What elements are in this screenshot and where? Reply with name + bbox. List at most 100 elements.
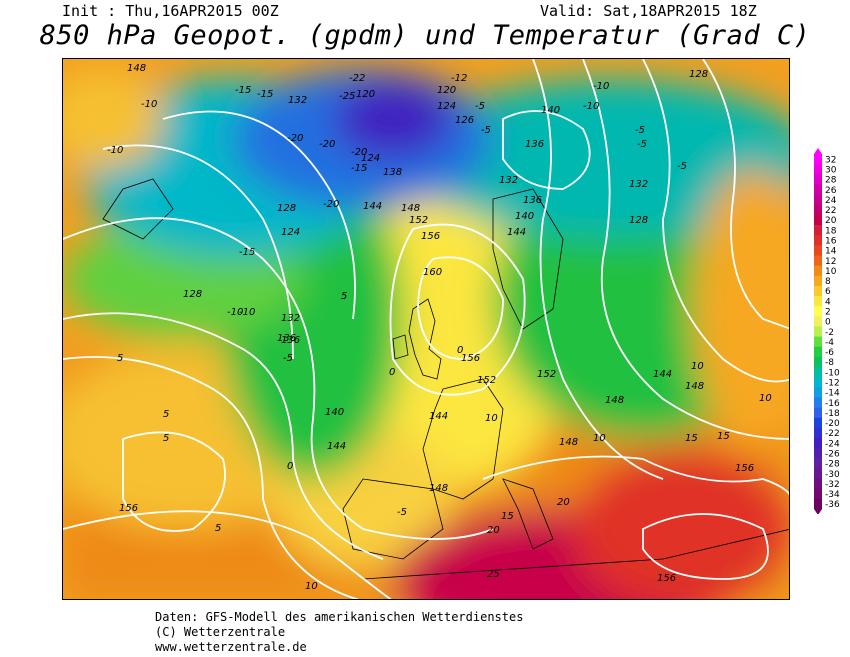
legend-value: -26 [825,450,840,460]
geopotential-label: 152 [409,215,428,226]
temperature-label: -20 [287,133,303,144]
geopotential-label: 132 [288,95,307,106]
geopotential-label: 148 [429,483,448,494]
temperature-label: 10 [593,433,606,444]
legend-value: -28 [825,460,840,470]
france-coast [422,378,504,500]
temperature-label: -5 [677,161,687,172]
temperature-label: 15 [501,511,514,522]
legend-value: 16 [825,237,837,247]
legend-value: -18 [825,409,840,419]
legend-swatch [814,265,822,277]
coastlines [102,178,789,580]
temperature-label-group: -10 -10 -15 -15 -20 -20 -25 -20 -15 -22 … [107,73,772,592]
legend-swatch [814,235,822,246]
geopotential-label: 140 [515,211,534,222]
legend-swatch [814,225,822,236]
temperature-label: -10 [107,145,123,156]
geopotential-label: 124 [281,227,300,238]
geopotential-label: 132 [281,313,300,324]
geopotential-label: 128 [183,289,202,300]
temperature-label: 10 [485,413,498,424]
contour-line [642,59,789,383]
geopotential-label: 140 [541,105,560,116]
legend-value: 22 [825,206,836,216]
geopotential-label: 152 [477,375,496,386]
weather-map: 148 132 120 120 124 126 140 136 128 132 … [62,58,790,600]
legend-swatch [814,275,822,287]
temperature-label: 15 [685,433,698,444]
temperature-label: 5 [215,523,221,534]
geopotential-label: 144 [327,441,346,452]
legend-value: -10 [825,368,840,378]
legend-value: 2 [825,308,831,318]
geopotential-label: 148 [605,395,624,406]
temperature-label: -5 [475,101,485,112]
legend-swatch [814,346,822,358]
contour-line [502,110,591,190]
legend-swatch [814,184,822,196]
contour-line [389,223,526,396]
legend-swatch [814,245,822,256]
valid-time: Valid: Sat,18APR2015 18Z [540,2,757,20]
northwest-warm [63,69,163,169]
geopotential-label: 126 [455,115,474,126]
geopotential-label: 156 [461,353,480,364]
legend-swatch [814,164,822,175]
temperature-label: 5 [117,353,123,364]
temperature-label: -10 [593,81,609,92]
geopotential-contours [63,59,789,599]
temperature-label: -25 [339,91,355,102]
temperature-label: -20 [351,147,367,158]
contour-line [532,59,664,480]
north-africa-coast [362,529,789,580]
init-time: Init : Thu,16APR2015 00Z [62,2,279,20]
legend-swatch [814,387,822,398]
legend-swatch [814,377,822,388]
temperature-label: 5 [163,433,169,444]
legend-value: -6 [825,348,834,358]
geopotential-label-group: 148 132 120 120 124 126 140 136 128 132 … [119,63,754,584]
temperature-label: 25 [487,569,500,580]
legend-value: -24 [825,439,840,449]
legend-value: -32 [825,480,840,490]
geopotential-label: 120 [356,89,375,100]
legend-swatch [814,407,822,419]
contour-line [63,510,392,599]
legend-swatch [814,498,822,510]
legend-swatch [814,306,822,317]
geopotential-label: 124 [361,153,380,164]
legend-swatch [814,397,822,409]
contour-line [417,256,504,360]
geopotential-label: 144 [507,227,526,238]
temperature-field: 148 132 120 120 124 126 140 136 128 132 … [63,59,789,599]
contour-line [63,356,360,599]
geopotential-label: 160 [423,267,442,278]
legend-value: -22 [825,429,840,439]
norwegian-sea-teal [413,79,789,239]
legend-value: -30 [825,470,840,480]
legend-swatch [814,285,822,297]
legend-swatch [814,316,822,327]
legend-value: 26 [825,186,837,196]
geopotential-label: 136 [281,335,300,346]
legend-svg: 32302826242220181614121086420-2-4-6-8-10… [814,148,840,516]
geopotential-label: 156 [657,573,676,584]
contour-line [122,431,226,532]
contour-line [702,59,789,330]
geopotential-label: 128 [629,215,648,226]
legend-swatch [814,448,822,459]
legend-swatch [814,367,822,378]
contour-line [102,144,294,360]
legend-swatch [814,438,822,449]
legend-swatch [814,417,822,429]
east-warm [693,169,789,449]
temperature-label: 5 [163,409,169,420]
legend-swatch [814,356,822,368]
legend-top-arrow [814,148,822,154]
temperature-label: -5 [637,139,647,150]
temperature-label: -10 [141,99,157,110]
legend-value: 4 [825,297,831,307]
ireland-coast [392,334,409,360]
legend-value: -8 [825,358,834,368]
